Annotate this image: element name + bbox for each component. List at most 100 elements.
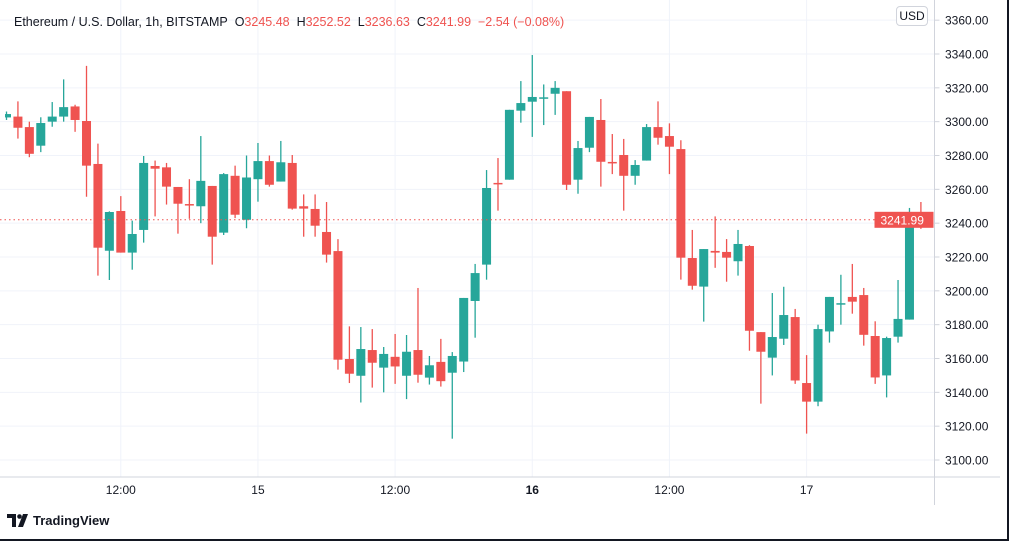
candle-down [493,158,503,211]
candle-up [242,155,252,229]
candle-up [47,102,57,127]
candle-body [699,249,709,287]
y-tick-label: 3300.00 [945,115,989,129]
candle-body [573,148,583,180]
tradingview-brand: TradingView [33,513,110,528]
candle-body [379,353,389,368]
y-tick-label: 3180.00 [945,318,989,332]
candle-up [424,355,434,385]
candle-body [13,116,23,128]
y-tick-label: 3260.00 [945,183,989,197]
candle-down [150,160,160,217]
candle-down [344,326,354,384]
candle-down [93,143,103,276]
candle-up [459,297,469,373]
candle-body [676,149,686,258]
candle-down [847,263,857,314]
candle-down [859,287,869,346]
candle-down [676,140,686,280]
candle-body [756,332,766,352]
grid [0,0,935,477]
low-value: 3236.63 [364,15,410,29]
candle-body [630,164,640,176]
last-price-label: 3241.99 [881,213,925,227]
close-value: 3241.99 [425,15,472,29]
x-tick-label: 17 [800,483,814,497]
candle-body [299,206,309,209]
tradingview-logo[interactable]: TradingView [7,513,109,528]
candle-up [36,117,46,153]
candle-body [596,119,606,162]
candle-body [847,296,857,302]
candle-body [744,246,754,331]
candle-body [802,383,812,402]
candle-body [562,91,572,185]
candle-body [344,359,354,374]
open-value: 3245.48 [244,15,290,29]
candle-down [710,216,720,268]
candle-body [402,351,412,376]
candle-up [402,334,412,400]
candle-down [596,98,606,187]
candle-up [470,263,480,338]
x-tick-label: 16 [526,483,540,497]
candle-body [504,109,514,180]
candle-down [756,332,766,404]
candle-up [813,324,823,407]
candle-down [390,333,400,384]
candle-down [230,165,240,219]
candle-body [333,251,343,360]
y-tick-label: 3200.00 [945,284,989,298]
candle-down [184,179,194,219]
candle-down [13,101,23,139]
candle-body [710,250,720,253]
y-tick-label: 3160.00 [945,352,989,366]
candle-body [310,208,320,226]
symbol-title: Ethereum / U.S. Dollar, 1h, BITSTAMP [14,15,228,29]
candle-up [699,249,709,322]
candle-body [219,174,229,233]
currency-button[interactable]: USD [896,6,928,26]
candle-down [82,65,92,197]
candle-body [390,356,400,367]
candle-down [744,245,754,351]
candle-body [607,161,617,164]
candle-body [173,186,183,204]
candle-down [619,138,629,211]
candle-body [276,162,286,182]
axes: 3360.00 3340.00 3320.00 3300.00 3280.00 3260.… [0,0,1000,505]
candle-up [104,211,114,281]
y-tick-label: 3280.00 [945,149,989,163]
candle-down [562,91,572,191]
x-tick-label: 12:00 [654,483,684,497]
candle-down [333,239,343,370]
candle-down [24,121,34,158]
candle-body [859,295,869,335]
candle-body [367,350,377,363]
candle-body [824,296,834,332]
candle-body [619,154,629,176]
candle-body [733,243,743,262]
candle-body [482,187,492,265]
candle-body [287,162,297,209]
candle-up [882,336,892,398]
candle-up [219,173,229,236]
candle-down [287,154,297,210]
candle-up [379,347,389,393]
candle-up [779,286,789,345]
candle-body [870,336,880,378]
candle-body [516,103,526,111]
candle-body [150,165,160,169]
candle-body [664,136,674,147]
candle-body [424,365,434,378]
candle-up [447,352,457,439]
y-tick-label: 3340.00 [945,48,989,62]
candle-body [93,163,103,248]
x-tick-label: 15 [251,483,265,497]
candle-up [482,170,492,280]
candle-body [356,349,366,376]
candle-up [893,280,903,343]
candle-down [264,155,274,187]
